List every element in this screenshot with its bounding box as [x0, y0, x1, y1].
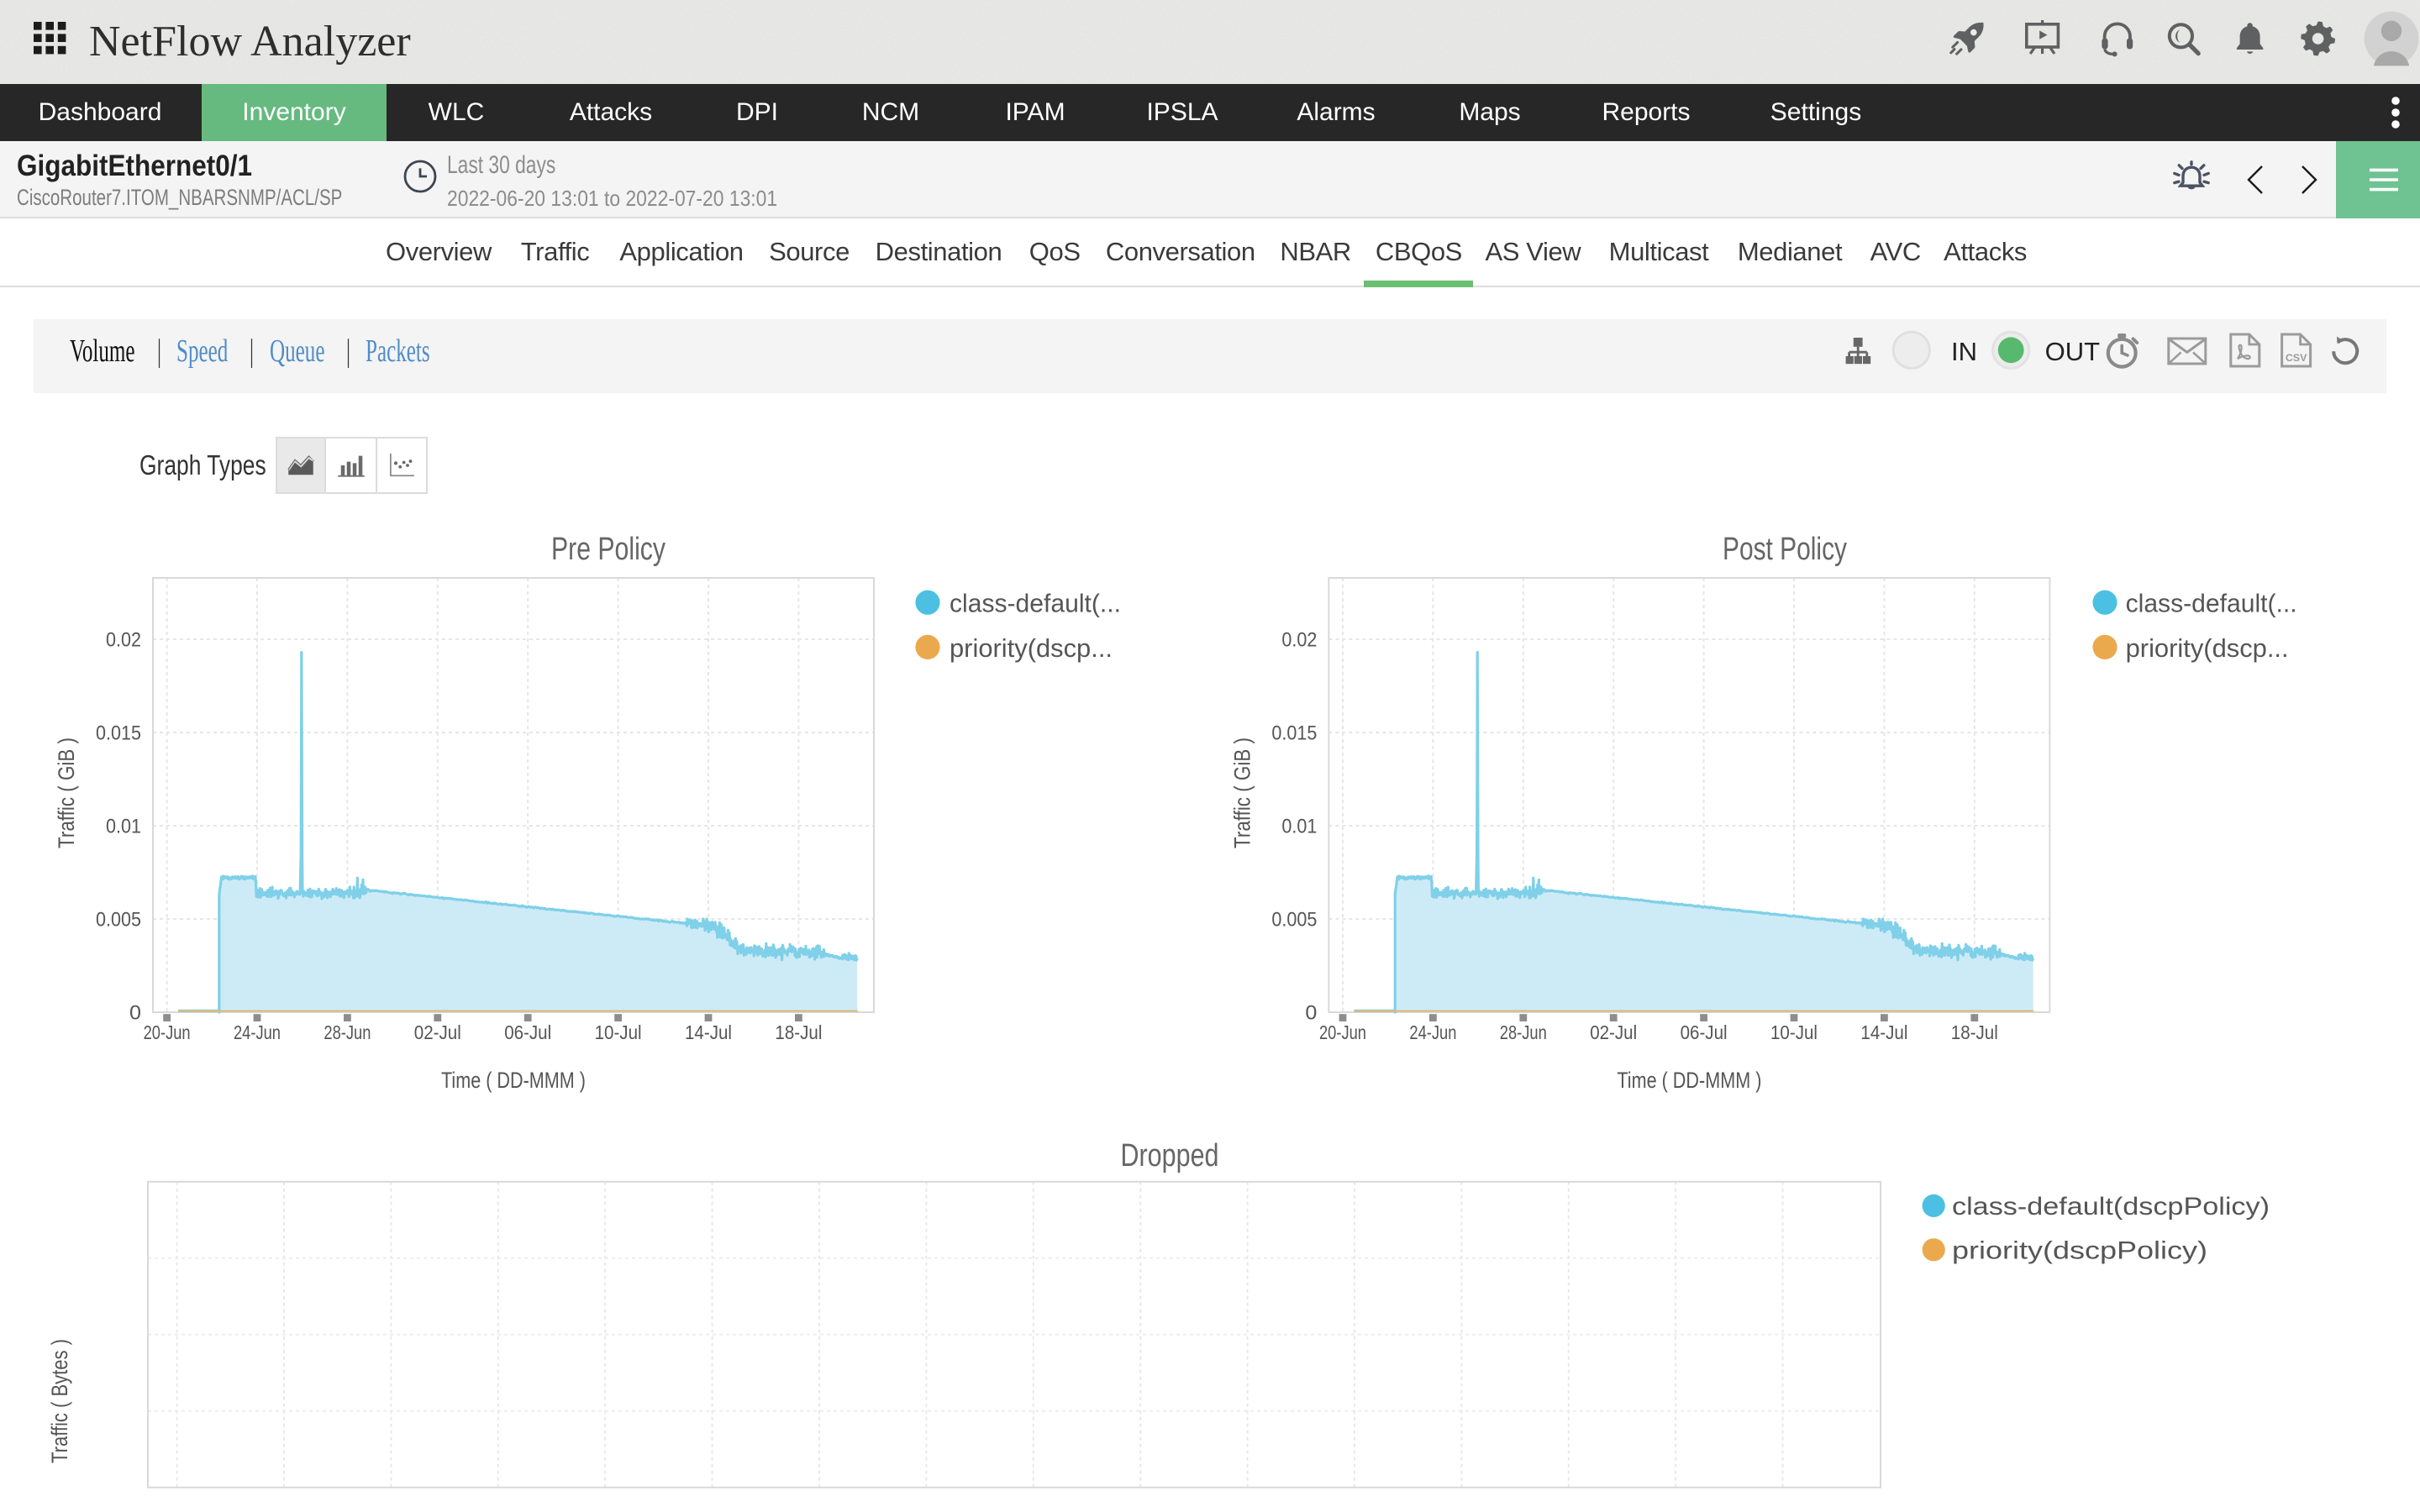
svg-text:priority(dscp...: priority(dscp... — [950, 633, 1113, 663]
svg-text:OUT: OUT — [2045, 337, 2101, 366]
svg-text:28-Jun: 28-Jun — [1500, 1021, 1547, 1043]
svg-text:CSV: CSV — [2286, 352, 2307, 364]
svg-text:24-Jun: 24-Jun — [1409, 1021, 1456, 1043]
svg-text:class-default(dscpPolicy): class-default(dscpPolicy) — [1952, 1193, 2270, 1221]
svg-text:18-Jul: 18-Jul — [775, 1021, 822, 1043]
svg-text:Post Policy: Post Policy — [1723, 532, 1847, 567]
svg-text:20-Jun: 20-Jun — [144, 1021, 191, 1043]
svg-text:class-default(...: class-default(... — [950, 589, 1121, 618]
svg-text:0.015: 0.015 — [1271, 722, 1317, 744]
svg-text:Pre Policy: Pre Policy — [551, 532, 666, 567]
svg-text:Time ( DD-MMM ): Time ( DD-MMM ) — [441, 1068, 586, 1093]
svg-text:10-Jul: 10-Jul — [595, 1021, 642, 1043]
svg-text:0.015: 0.015 — [96, 722, 141, 744]
svg-text:0.01: 0.01 — [1281, 815, 1317, 837]
svg-text:0.02: 0.02 — [106, 628, 141, 651]
svg-text:0.02: 0.02 — [1281, 628, 1317, 651]
svg-text:06-Jul: 06-Jul — [504, 1021, 551, 1043]
svg-text:priority(dscp...: priority(dscp... — [2126, 633, 2289, 663]
svg-text:0.005: 0.005 — [1271, 908, 1317, 931]
svg-text:02-Jul: 02-Jul — [1590, 1021, 1637, 1043]
svg-text:0: 0 — [129, 1001, 141, 1024]
svg-text:priority(dscpPolicy): priority(dscpPolicy) — [1952, 1236, 2207, 1264]
svg-text:10-Jul: 10-Jul — [1770, 1021, 1818, 1043]
svg-text:IN: IN — [1951, 337, 1977, 366]
svg-text:28-Jun: 28-Jun — [324, 1021, 371, 1043]
svg-text:02-Jul: 02-Jul — [414, 1021, 461, 1043]
svg-text:14-Jul: 14-Jul — [1860, 1021, 1907, 1043]
svg-text:06-Jul: 06-Jul — [1681, 1021, 1728, 1043]
svg-text:24-Jun: 24-Jun — [234, 1021, 281, 1043]
svg-text:14-Jul: 14-Jul — [685, 1021, 732, 1043]
svg-text:Traffic ( GiB ): Traffic ( GiB ) — [1229, 738, 1255, 848]
svg-text:0.01: 0.01 — [106, 815, 141, 837]
svg-text:Traffic ( GiB ): Traffic ( GiB ) — [54, 738, 79, 848]
svg-text:0: 0 — [1305, 1001, 1317, 1024]
svg-text:Time ( DD-MMM ): Time ( DD-MMM ) — [1617, 1068, 1761, 1093]
svg-text:20-Jun: 20-Jun — [1319, 1021, 1366, 1043]
svg-text:18-Jul: 18-Jul — [1951, 1021, 1998, 1043]
svg-text:class-default(...: class-default(... — [2126, 589, 2297, 618]
svg-text:Traffic ( Bytes ): Traffic ( Bytes ) — [47, 1339, 72, 1463]
svg-text:Dropped: Dropped — [1121, 1138, 1219, 1173]
svg-text:0.005: 0.005 — [96, 908, 141, 931]
